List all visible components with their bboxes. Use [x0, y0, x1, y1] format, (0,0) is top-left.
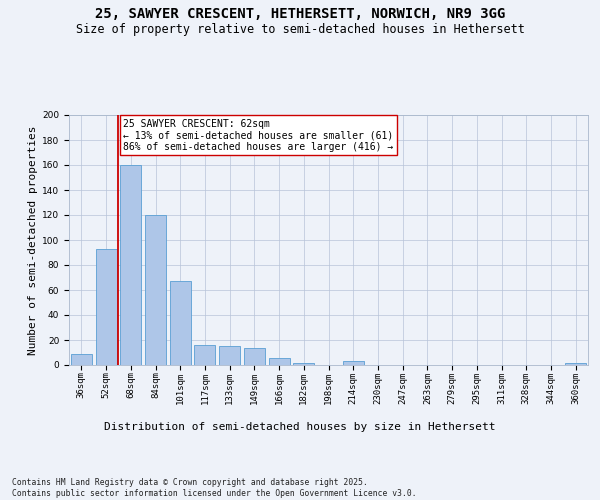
- Text: Contains HM Land Registry data © Crown copyright and database right 2025.
Contai: Contains HM Land Registry data © Crown c…: [12, 478, 416, 498]
- Text: Size of property relative to semi-detached houses in Hethersett: Size of property relative to semi-detach…: [76, 22, 524, 36]
- Text: Distribution of semi-detached houses by size in Hethersett: Distribution of semi-detached houses by …: [104, 422, 496, 432]
- Bar: [293, 362, 314, 365]
- Bar: [219, 346, 240, 365]
- Bar: [170, 281, 191, 365]
- Bar: [565, 362, 586, 365]
- Bar: [194, 345, 215, 365]
- Bar: [71, 354, 92, 365]
- Y-axis label: Number of semi-detached properties: Number of semi-detached properties: [28, 125, 38, 355]
- Bar: [343, 361, 364, 365]
- Bar: [244, 348, 265, 365]
- Bar: [95, 248, 116, 365]
- Text: 25 SAWYER CRESCENT: 62sqm
← 13% of semi-detached houses are smaller (61)
86% of : 25 SAWYER CRESCENT: 62sqm ← 13% of semi-…: [124, 118, 394, 152]
- Bar: [145, 215, 166, 365]
- Bar: [269, 358, 290, 365]
- Text: 25, SAWYER CRESCENT, HETHERSETT, NORWICH, NR9 3GG: 25, SAWYER CRESCENT, HETHERSETT, NORWICH…: [95, 8, 505, 22]
- Bar: [120, 165, 141, 365]
